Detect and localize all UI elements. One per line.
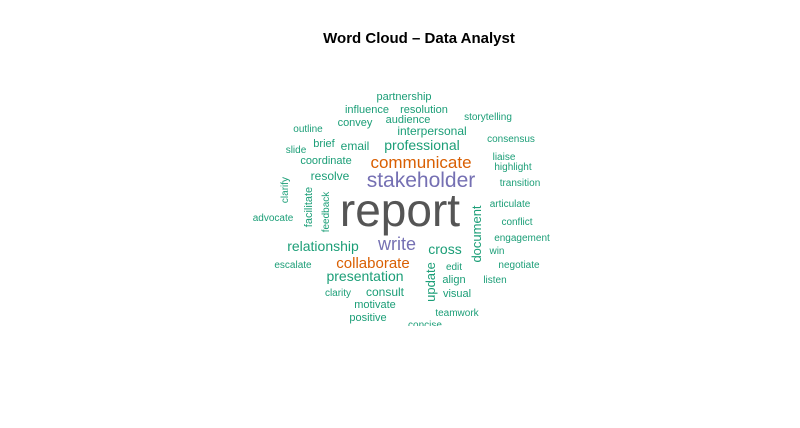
word-resolution: resolution xyxy=(400,104,448,116)
word-positive: positive xyxy=(349,312,386,324)
word-stakeholder: stakeholder xyxy=(367,169,476,192)
word-listen: listen xyxy=(483,275,506,286)
word-update: update xyxy=(423,262,438,302)
word-motivate: motivate xyxy=(354,299,396,311)
word-partnership: partnership xyxy=(376,91,431,103)
word-consult: consult xyxy=(366,285,405,299)
word-edit: edit xyxy=(446,262,462,273)
word-slide: slide xyxy=(286,145,307,156)
word-audience: audience xyxy=(386,114,431,126)
word-influence: influence xyxy=(345,104,389,116)
word-cross: cross xyxy=(428,241,461,257)
word-transition: transition xyxy=(500,178,541,189)
word-collaborate: collaborate xyxy=(336,255,409,272)
word-presentation: presentation xyxy=(326,268,403,284)
word-clarity: clarity xyxy=(325,288,351,299)
word-storytelling: storytelling xyxy=(464,112,512,123)
word-engagement: engagement xyxy=(494,233,550,244)
word-teamwork: teamwork xyxy=(435,308,479,319)
word-email: email xyxy=(341,139,370,153)
word-escalate: escalate xyxy=(274,260,312,271)
chart-title: Word Cloud – Data Analyst xyxy=(323,30,515,47)
word-highlight: highlight xyxy=(494,162,531,173)
word-document: document xyxy=(469,205,484,262)
word-resolve: resolve xyxy=(311,169,350,183)
word-feedback: feedback xyxy=(321,191,332,233)
word-win: win xyxy=(488,246,504,257)
word-clarify: clarify xyxy=(280,177,291,203)
word-articulate: articulate xyxy=(490,199,531,210)
word-professional: professional xyxy=(384,137,460,153)
word-advocate: advocate xyxy=(253,213,294,224)
word-concise: concise xyxy=(408,320,442,331)
word-interpersonal: interpersonal xyxy=(397,124,466,138)
word-visual: visual xyxy=(443,288,471,300)
word-communicate: communicate xyxy=(370,153,471,172)
word-brief: brief xyxy=(313,138,335,150)
word-conflict: conflict xyxy=(501,217,532,228)
word-report: report xyxy=(340,184,460,236)
word-consensus: consensus xyxy=(487,134,535,145)
word-coordinate: coordinate xyxy=(300,155,351,167)
word-convey: convey xyxy=(338,117,373,129)
word-liaise: liaise xyxy=(493,152,516,163)
word-align: align xyxy=(442,274,465,286)
word-write: write xyxy=(377,234,416,254)
word-negotiate: negotiate xyxy=(498,260,540,271)
word-outline: outline xyxy=(293,124,323,135)
word-facilitate: facilitate xyxy=(303,187,315,227)
word-relationship: relationship xyxy=(287,238,359,254)
